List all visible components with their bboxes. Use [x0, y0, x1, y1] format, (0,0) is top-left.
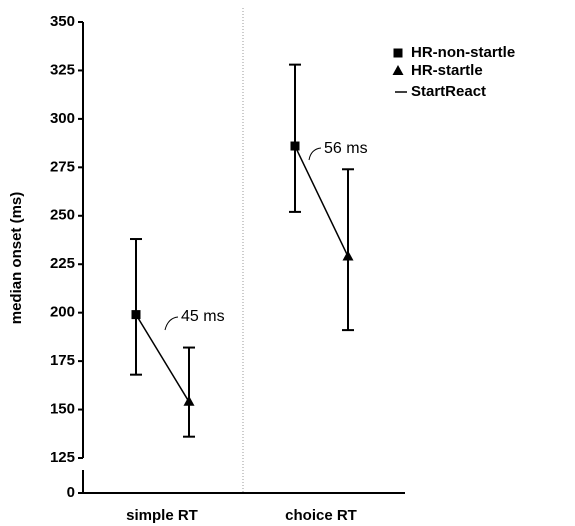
marker [131, 310, 141, 320]
marker [290, 141, 300, 151]
y-tick-label: 300 [50, 110, 75, 127]
legend-label: HR-startle [411, 62, 483, 79]
y-axis-label: median onset (ms) [8, 192, 25, 325]
error-bar [130, 238, 142, 376]
annotation: 45 ms [181, 308, 225, 325]
annotation: 56 ms [324, 140, 368, 157]
x-tick-label: choice RT [285, 507, 357, 524]
y-tick-label: 225 [50, 255, 75, 272]
y-tick-label: 150 [50, 401, 75, 418]
legend-label: HR-non-startle [411, 44, 515, 61]
legend-marker [392, 65, 404, 75]
y-tick-label: 175 [50, 352, 75, 369]
error-bar [183, 346, 195, 438]
x-tick-label: simple RT [126, 507, 198, 524]
y-tick-label: 0 [67, 484, 75, 501]
legend-label: StartReact [411, 83, 486, 100]
annotation-leader [308, 147, 322, 161]
y-tick-label: 125 [50, 449, 75, 466]
annotation-leader [164, 316, 179, 331]
y-tick-label: 350 [50, 13, 75, 30]
y-tick-label: 325 [50, 61, 75, 78]
y-tick-label: 250 [50, 207, 75, 224]
marker [183, 395, 195, 406]
legend-marker [393, 48, 403, 58]
y-tick-label: 200 [50, 304, 75, 321]
connector-line [294, 145, 349, 257]
error-bar [289, 63, 301, 213]
y-tick-label: 275 [50, 158, 75, 175]
marker [342, 250, 354, 261]
connector-line [135, 314, 190, 403]
error-bar [342, 168, 354, 332]
